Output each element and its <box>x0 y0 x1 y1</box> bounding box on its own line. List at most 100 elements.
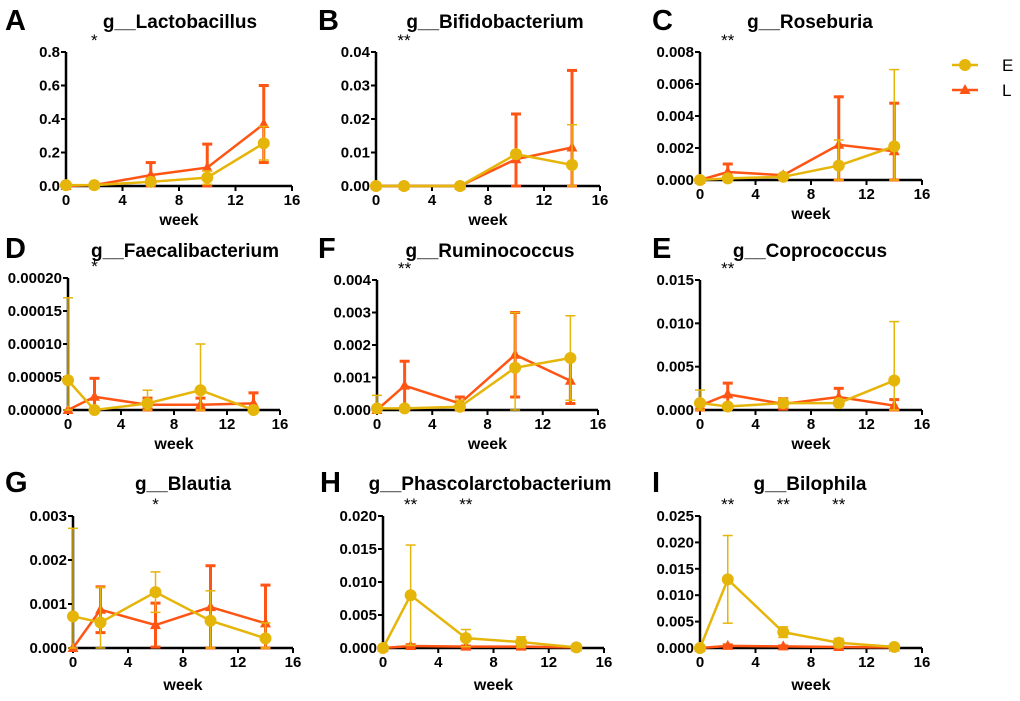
data-point-E <box>398 402 411 415</box>
x-tick-label: 16 <box>596 654 613 671</box>
series-E <box>694 68 901 186</box>
series-L <box>60 84 270 190</box>
data-point-E <box>201 171 214 184</box>
data-point-E <box>247 404 260 416</box>
data-point-L <box>258 118 270 129</box>
data-point-E <box>564 352 577 364</box>
x-tick-label: 0 <box>379 654 387 671</box>
data-point-E <box>888 374 901 387</box>
data-point-E <box>515 636 528 649</box>
legend-label: L <box>1002 81 1011 100</box>
data-point-E <box>566 158 578 171</box>
legend-label: E <box>1002 56 1013 75</box>
x-tick-label: 8 <box>489 654 497 671</box>
data-point-E <box>257 137 270 150</box>
panel-letter: I <box>652 467 660 499</box>
y-tick-label: 0.025 <box>656 508 694 525</box>
x-tick-label: 16 <box>285 654 302 671</box>
y-tick-label: 0.8 <box>39 44 60 61</box>
x-tick-label: 12 <box>219 416 236 433</box>
panel-letter: C <box>652 5 673 37</box>
y-tick-label: 0.004 <box>656 108 694 125</box>
x-tick-label: 4 <box>751 416 760 433</box>
x-tick-label: 8 <box>175 192 183 209</box>
x-tick-label: 12 <box>540 654 557 671</box>
x-tick-label: 4 <box>751 186 760 203</box>
y-tick-label: 0.020 <box>339 508 377 525</box>
panel-letter: G <box>5 467 28 499</box>
x-axis-label: week <box>158 212 198 229</box>
series-E <box>694 320 901 413</box>
data-point-E <box>721 400 734 413</box>
significance-marker: ** <box>832 495 846 514</box>
data-point-E <box>259 632 272 645</box>
panel-title: g__Ruminococcus <box>406 241 575 262</box>
data-point-E <box>454 180 466 192</box>
significance-marker: ** <box>397 31 411 50</box>
x-tick-label: 12 <box>534 416 551 433</box>
data-point-L <box>722 639 734 650</box>
legend-triangle-icon <box>959 84 971 94</box>
series-L <box>694 95 900 184</box>
x-tick-label: 0 <box>696 186 704 203</box>
data-point-E <box>377 642 389 654</box>
x-tick-label: 4 <box>434 654 443 671</box>
data-point-E <box>453 400 466 413</box>
x-tick-label: 12 <box>858 186 875 203</box>
data-point-E <box>777 170 790 183</box>
x-tick-label: 0 <box>373 416 381 433</box>
y-tick-label: 0.00005 <box>8 369 62 386</box>
y-tick-label: 0.00 <box>341 178 370 195</box>
x-tick-label: 0 <box>69 654 77 671</box>
data-point-L <box>722 388 734 399</box>
x-tick-label: 12 <box>227 192 244 209</box>
series-E <box>62 297 260 416</box>
series-E <box>694 534 901 654</box>
y-tick-label: 0.004 <box>333 272 371 289</box>
x-tick-label: 4 <box>428 416 437 433</box>
data-point-L <box>150 619 161 630</box>
y-tick-label: 0.008 <box>656 44 694 61</box>
x-tick-label: 8 <box>483 416 491 433</box>
x-tick-label: 16 <box>284 192 301 209</box>
panel-letter: D <box>5 233 26 265</box>
panel-title: g__Bilophila <box>754 474 867 495</box>
x-tick-label: 8 <box>170 416 178 433</box>
x-tick-label: 0 <box>372 192 380 209</box>
x-tick-label: 16 <box>592 192 609 209</box>
x-tick-label: 16 <box>590 416 607 433</box>
series-line-E <box>66 142 265 187</box>
y-tick-label: 0.015 <box>656 272 694 289</box>
y-tick-label: 0.000 <box>333 402 371 419</box>
y-tick-label: 0.0 <box>39 178 60 195</box>
y-tick-label: 0.01 <box>341 145 370 162</box>
significance-marker: ** <box>459 495 473 514</box>
data-point-E <box>67 610 79 623</box>
y-tick-label: 0.002 <box>333 337 371 354</box>
x-tick-label: 0 <box>696 654 704 671</box>
panel-letter: B <box>318 5 339 37</box>
x-axis-label: week <box>790 677 830 694</box>
x-tick-label: 8 <box>807 186 815 203</box>
y-tick-label: 0.2 <box>39 145 60 162</box>
data-point-E <box>694 174 706 186</box>
y-tick-label: 0.002 <box>656 140 694 157</box>
panel-title: g__Lactobacillus <box>103 12 257 33</box>
panel-title: g__Coprococcus <box>733 241 887 262</box>
data-point-E <box>370 180 382 192</box>
significance-marker: ** <box>404 495 418 514</box>
x-tick-label: 8 <box>807 416 815 433</box>
x-tick-label: 12 <box>858 416 875 433</box>
data-point-E <box>404 589 417 602</box>
data-point-E <box>721 573 734 586</box>
data-point-E <box>832 397 845 410</box>
significance-marker: * <box>91 257 98 276</box>
significance-marker: ** <box>721 495 735 514</box>
x-tick-label: 0 <box>62 192 70 209</box>
